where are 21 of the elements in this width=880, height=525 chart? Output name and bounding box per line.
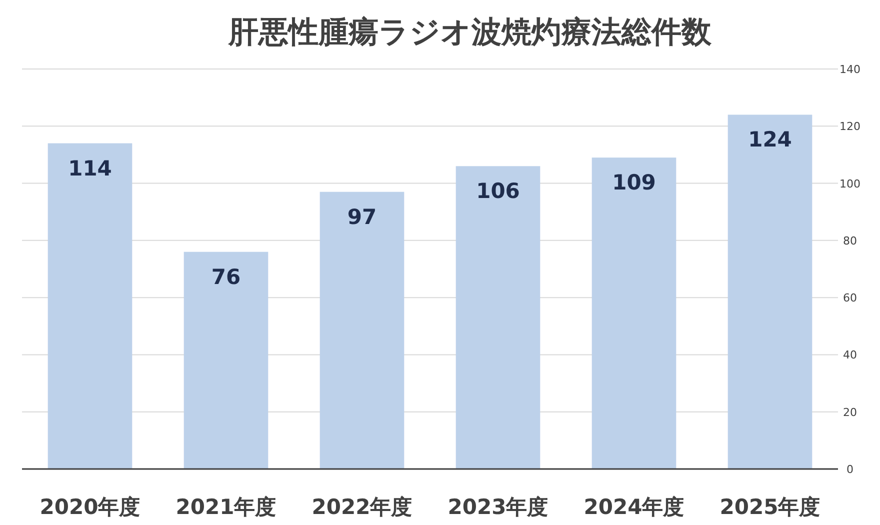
- data-label: 97: [347, 204, 377, 229]
- title: 肝悪性腫瘍ラジオ波焼灼療法総件数: [228, 15, 712, 50]
- y-tick-label: 20: [843, 406, 857, 419]
- data-label: 124: [748, 128, 792, 152]
- data-label: 114: [68, 156, 112, 180]
- x-tick-label: 2020年度: [40, 495, 140, 519]
- x-tick-label: 2025年度: [720, 495, 820, 519]
- y-tick-label: 80: [843, 234, 857, 248]
- y-tick-label: 100: [840, 177, 860, 190]
- y-tick-label: 140: [840, 63, 860, 76]
- y-tick-label: 40: [843, 348, 857, 362]
- x-tick-label: 2021年度: [176, 495, 276, 519]
- x-tick-label: 2022年度: [312, 495, 412, 519]
- y-tick-label: 120: [840, 120, 860, 134]
- data-label: 109: [612, 170, 656, 195]
- y-tick-label: 60: [843, 292, 857, 305]
- data-label: 106: [476, 179, 520, 204]
- x-tick-label: 2024年度: [584, 495, 684, 519]
- y-tick-label: 0: [846, 463, 854, 476]
- x-tick-label: 2023年度: [448, 495, 548, 519]
- data-label: 76: [211, 264, 241, 289]
